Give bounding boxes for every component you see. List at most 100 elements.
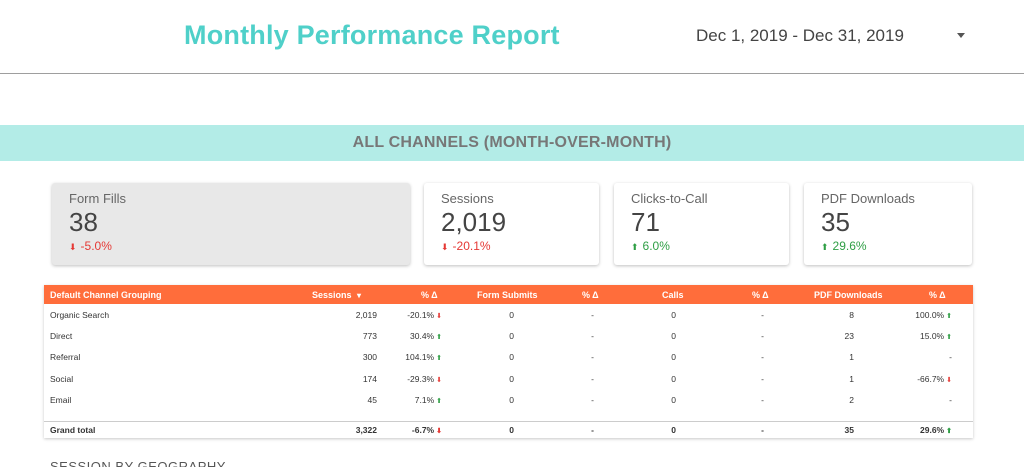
cell-form-delta-value: - — [591, 352, 594, 363]
total-sessions: 3,322 — [355, 425, 377, 435]
cell-form-delta: - — [584, 331, 594, 341]
cell-pdf-delta: 15.0% ⬆ — [894, 331, 952, 341]
scorecard-delta: ⬇ -5.0% — [69, 239, 112, 253]
cell-channel: Direct — [50, 331, 72, 341]
cell-pdf-delta: -66.7% ⬇ — [894, 374, 952, 384]
cell-pdf: 1 — [824, 374, 854, 384]
total-pdf: 35 — [844, 425, 854, 435]
cell-channel: Referral — [50, 352, 80, 362]
table-row[interactable]: Referral 300 104.1% ⬆ 0 - 0 - 1 - — [44, 347, 973, 368]
cell-pdf-value: 8 — [849, 310, 854, 320]
column-header-calls-delta[interactable]: % Δ — [752, 290, 769, 300]
table-row[interactable]: Email 45 7.1% ⬆ 0 - 0 - 2 - — [44, 390, 973, 411]
section-title: ALL CHANNELS (MONTH-OVER-MONTH) — [352, 134, 672, 151]
arrow-up-icon: ⬆ — [946, 313, 952, 320]
cell-pdf: 2 — [824, 395, 854, 405]
cell-pdf: 23 — [824, 331, 854, 341]
total-pdf-delta-value: 29.6% — [920, 425, 945, 435]
cell-sessions-delta: -20.1% ⬇ — [384, 310, 442, 320]
scorecard-delta-value: -5.0% — [80, 239, 112, 253]
cell-form-delta-value: - — [591, 394, 594, 405]
scorecard-pdf-downloads[interactable]: PDF Downloads 35 ⬆ 29.6% — [804, 183, 972, 265]
cell-channel-value: Referral — [50, 352, 81, 363]
arrow-down-icon: ⬇ — [436, 313, 442, 320]
cell-calls: 0 — [644, 352, 676, 362]
cell-form-delta: - — [584, 374, 594, 384]
table-row[interactable]: Direct 773 30.4% ⬆ 0-0-23 15.0% ⬆ — [44, 326, 973, 347]
cell-form-delta-value: - — [591, 331, 594, 342]
scorecard-delta: ⬆ 29.6% — [821, 239, 867, 253]
column-header-pdf-downloads[interactable]: PDF Downloads — [814, 290, 883, 300]
cell-form-submits-value: 0 — [509, 331, 514, 342]
cell-calls-value: 0 — [671, 310, 676, 320]
scorecard-label: PDF Downloads — [821, 191, 915, 206]
cell-pdf: 8 — [824, 310, 854, 320]
column-header-sessions[interactable]: Sessions ▾ — [312, 290, 361, 300]
cell-form-delta: - — [584, 310, 594, 320]
scorecard-form-fills[interactable]: Form Fills 38 ⬇ -5.0% — [52, 183, 410, 265]
cell-sessions-value: 45 — [367, 394, 377, 405]
cell-calls: 0 — [644, 374, 676, 384]
cell-form-submits: 0 — [484, 331, 514, 341]
scorecard-value: 35 — [821, 207, 850, 237]
cell-sessions-delta: 30.4% ⬆ — [384, 331, 442, 341]
table-row[interactable]: Organic Search 2,019 -20.1% ⬇ 0 - 0 - 8 100.0% ⬆ — [44, 305, 973, 326]
cell-pdf-value: 23 — [844, 331, 854, 342]
arrow-up-icon: ⬆ — [436, 397, 442, 405]
column-header-pdf-delta[interactable]: % Δ — [929, 290, 946, 300]
column-header-form-delta[interactable]: % Δ — [582, 290, 599, 300]
scorecard-value: 71 — [631, 207, 660, 237]
cell-pdf-value: 1 — [849, 352, 854, 363]
cell-calls-delta: - — [754, 374, 764, 384]
total-sessions-delta-value: -6.7% — [411, 425, 435, 435]
report-header: Monthly Performance Report Dec 1, 2019 -… — [0, 0, 1024, 74]
cell-pdf-delta-value: - — [949, 352, 952, 363]
table-row[interactable]: Social 174 -29.3% ⬇ 0-0-1 -66.7% ⬇ — [44, 369, 973, 390]
arrow-up-icon: ⬆ — [821, 242, 829, 252]
cell-calls-delta-value: - — [761, 310, 764, 320]
cell-channel-value: Social — [50, 373, 74, 384]
arrow-up-icon: ⬆ — [946, 334, 952, 342]
total-form-submits: 0 — [509, 425, 514, 435]
chevron-down-icon[interactable] — [957, 33, 965, 38]
cell-form-delta: - — [584, 395, 594, 405]
scorecard-label: Clicks-to-Call — [631, 191, 708, 206]
cell-pdf-delta-value: 100.0% — [915, 310, 945, 320]
cell-form-submits-value: 0 — [509, 352, 514, 363]
cell-pdf-delta: - — [894, 352, 952, 362]
cell-pdf-delta-value: 15.0% — [920, 331, 945, 342]
scorecard-label: Form Fills — [69, 191, 127, 206]
scorecard-label: Sessions — [441, 191, 494, 206]
total-sessions-delta: -6.7% ⬇ — [384, 425, 442, 435]
total-form-delta: - — [591, 425, 594, 435]
cell-sessions-delta-value: 104.1% — [405, 352, 435, 363]
cell-calls-delta: - — [754, 310, 764, 320]
column-header-sessions-delta[interactable]: % Δ — [421, 290, 438, 300]
scorecard-delta: ⬇ -20.1% — [441, 239, 491, 253]
arrow-down-icon: ⬇ — [441, 242, 449, 252]
cell-pdf-value: 2 — [849, 394, 854, 405]
cell-sessions: 45 — [304, 395, 377, 405]
cell-sessions-value: 174 — [362, 373, 377, 384]
column-header-calls[interactable]: Calls — [662, 290, 684, 300]
cell-form-submits-value: 0 — [509, 373, 514, 384]
cell-channel-value: Organic Search — [50, 310, 110, 320]
cell-calls: 0 — [644, 395, 676, 405]
column-header-channel[interactable]: Default Channel Grouping — [50, 290, 162, 300]
scorecard-delta-value: 29.6% — [832, 239, 867, 253]
column-header-form-submits[interactable]: Form Submits — [477, 290, 538, 300]
total-calls-delta: - — [761, 425, 764, 435]
cell-form-submits: 0 — [484, 352, 514, 362]
cell-calls-value: 0 — [671, 373, 676, 384]
cell-channel: Organic Search — [50, 310, 109, 320]
cell-sessions: 773 — [304, 331, 377, 341]
scorecard-sessions[interactable]: Sessions 2,019 ⬇ -20.1% — [424, 183, 599, 265]
cell-sessions: 174 — [304, 374, 377, 384]
scorecard-clicks-to-call[interactable]: Clicks-to-Call 71 ⬆ 6.0% — [614, 183, 789, 265]
cell-calls-value: 0 — [671, 394, 676, 405]
cell-form-delta-value: - — [591, 310, 594, 320]
date-range-selector[interactable]: Dec 1, 2019 - Dec 31, 2019 — [696, 26, 904, 45]
arrow-down-icon: ⬇ — [946, 376, 952, 384]
cell-channel: Email — [50, 395, 71, 405]
cell-pdf-delta: 100.0% ⬆ — [894, 310, 952, 320]
